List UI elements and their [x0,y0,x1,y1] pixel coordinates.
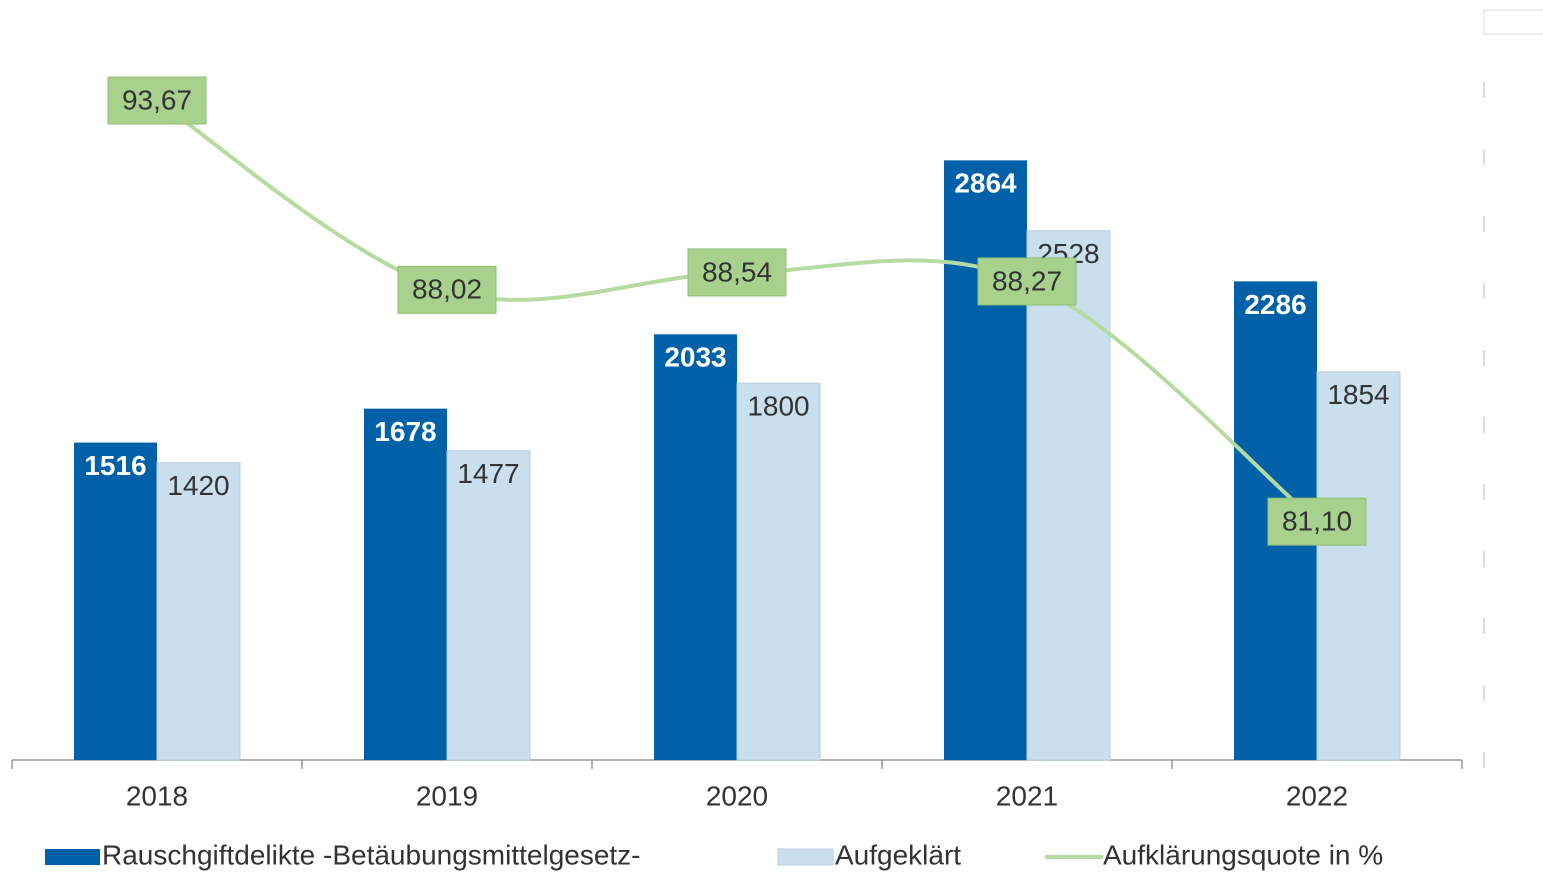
bar-value-label: 1516 [84,450,146,481]
line-label-box [397,265,497,314]
x-tick-label: 2021 [996,780,1058,811]
bar-value-label: 1477 [457,458,519,489]
line-value-label: 88,54 [702,256,772,287]
bar [1026,230,1111,761]
line-value-label: 88,02 [412,274,482,305]
legend-label: Aufgeklärt [835,839,961,870]
line-label-box [687,248,787,297]
line-value-label: 88,27 [992,265,1062,296]
legend-label: Rauschgiftdelikte -Betäubungsmittelgeset… [102,839,641,870]
bar-value-label: 1854 [1327,379,1389,410]
bar [446,450,531,761]
bar [364,408,447,760]
bar [74,442,157,760]
bar [944,160,1027,761]
line-value-label: 93,67 [122,84,192,115]
x-tick-label: 2019 [416,780,478,811]
bar-value-label: 2033 [664,342,726,373]
bar-value-label: 2286 [1244,289,1306,320]
bar-value-label: 2864 [954,168,1017,199]
bar-value-label: 1420 [167,470,229,501]
bar-value-label: 1678 [374,416,436,447]
line-label-box [977,257,1077,306]
x-tick-label: 2020 [706,780,768,811]
line-label-box [107,76,207,125]
bar [654,334,737,760]
bar [736,382,821,761]
legend-swatch [45,849,100,865]
frame-box [1483,9,1543,35]
bar [156,462,241,761]
bar-value-label: 1800 [747,391,809,422]
legend-label: Aufklärungsquote in % [1103,839,1383,870]
legend-swatch [777,848,834,866]
line-label-box [1267,497,1367,546]
bar [1316,371,1401,761]
line-value-label: 81,10 [1282,506,1352,537]
x-tick-label: 2018 [126,780,188,811]
x-tick-label: 2022 [1286,780,1348,811]
